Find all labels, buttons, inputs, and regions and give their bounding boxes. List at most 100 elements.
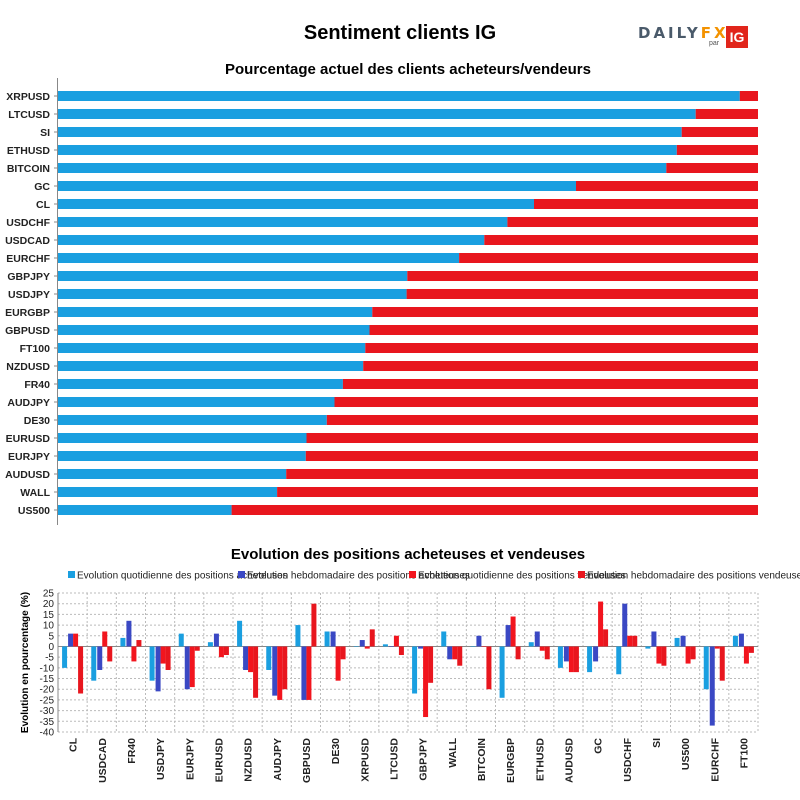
chart-title: Pourcentage actuel des clients acheteurs… [225,61,591,78]
category-label: GC [34,181,50,193]
evolution-bar [68,633,74,647]
x-category-label: USDCAD [97,738,109,783]
evolution-bar [573,646,579,673]
x-category-label: USDCHF [622,737,634,781]
evolution-bar [155,646,161,692]
evolution-bar [714,646,720,649]
y-tick-label: -20 [40,685,55,696]
y-tick-label: -15 [40,674,55,685]
evolution-bar [388,646,394,647]
x-category-label: EURGBP [505,738,517,783]
bar-buyers [58,145,677,155]
evolution-bar [91,646,97,681]
evolution-bar [423,646,429,718]
legend-label: Evolution quotidienne des positions vend… [418,571,626,582]
x-category-label: USDJPY [155,738,167,780]
x-category-label: GC [593,738,605,754]
y-tick-label: 20 [43,599,55,610]
bar-buyers [58,127,682,137]
bar-sellers [507,217,758,227]
evolution-bar [632,635,638,647]
evolution-bar [330,631,336,647]
bar-buyers [58,307,373,317]
bar-sellers [459,253,758,263]
category-label: NZDUSD [6,361,50,373]
evolution-bar [627,635,633,647]
evolution-bar [335,646,341,681]
category-label: AUDUSD [5,469,50,481]
logo-fx: FX [700,24,729,42]
bar-sellers [305,451,758,461]
legend-label: Evolution hebdomadaire des positions ven… [587,571,800,582]
bar-buyers [58,433,307,443]
bar-sellers [407,271,758,281]
x-category-label: ETHUSD [534,738,546,782]
evolution-bar [690,646,696,660]
chart-title: Evolution des positions acheteuses et ve… [231,546,585,563]
evolution-bar [266,646,272,670]
evolution-bar [131,646,137,662]
legend-label: Evolution quotidienne des positions ache… [77,571,288,582]
evolution-bar [301,646,307,700]
x-category-label: US500 [680,738,692,770]
legend-swatch [578,571,585,578]
evolution-bar [102,631,108,647]
evolution-bar [709,646,715,726]
x-category-label: AUDJPY [272,738,284,781]
evolution-bar [656,646,662,664]
bar-sellers [576,181,758,191]
evolution-bar [277,646,283,700]
evolution-bar [603,629,609,647]
dailyfx-ig-logo: DAILYFX par IG [638,24,750,50]
bar-buyers [58,217,508,227]
evolution-bar [515,646,521,660]
bar-sellers [666,163,758,173]
x-category-label: BITCOIN [476,738,488,781]
evolution-bar [295,625,301,647]
evolution-bar [476,635,482,647]
bar-sellers [286,469,758,479]
evolution-bar [528,642,534,647]
bar-buyers [58,253,460,263]
evolution-bar [481,646,487,647]
legend-swatch [238,571,245,578]
legend-swatch [68,571,75,578]
evolution-bar [194,646,200,651]
y-tick-label: -35 [40,717,55,728]
category-label: LTCUSD [8,109,50,121]
evolution-bar [340,646,346,660]
bar-sellers [277,487,758,497]
evolution-bar [748,646,754,653]
y-tick-label: -30 [40,706,55,717]
category-label: EURJPY [8,451,50,463]
logo-par: par [709,40,720,47]
bar-buyers [58,451,306,461]
x-category-label: XRPUSD [359,738,371,782]
legend-swatch [409,571,416,578]
evolution-bar [412,646,418,694]
bar-sellers [363,361,758,371]
y-tick-label: -5 [45,653,54,664]
evolution-bar [685,646,691,664]
evolution-bar [418,646,424,649]
evolution-bar [651,631,657,647]
evolution-bar [738,633,744,647]
category-label: USDCHF [6,217,50,229]
evolution-bar [97,646,103,670]
bar-buyers [58,163,667,173]
bar-sellers [739,91,758,101]
logo-daily: DAILY [638,24,701,42]
bar-sellers [406,289,758,299]
evolution-bar [393,635,399,647]
evolution-bar [539,646,545,651]
evolution-bar [73,633,79,647]
bar-sellers [369,325,758,335]
y-tick-label: 0 [48,642,54,653]
evolution-bar [645,646,651,649]
bar-sellers [306,433,758,443]
bar-buyers [58,469,287,479]
category-label: ETHUSD [7,145,51,157]
evolution-bar [593,646,599,662]
evolution-bar [441,631,447,647]
x-category-label: AUDUSD [563,738,575,783]
